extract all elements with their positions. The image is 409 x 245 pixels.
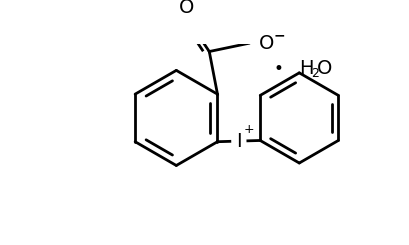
Text: I: I [236,132,241,151]
Text: H: H [299,59,313,78]
Text: O: O [317,59,332,78]
Text: +: + [243,123,254,136]
Text: O: O [178,0,193,17]
Text: •: • [273,60,283,78]
Text: 2: 2 [311,67,319,80]
Text: −: − [273,28,285,42]
Text: O: O [258,34,274,53]
